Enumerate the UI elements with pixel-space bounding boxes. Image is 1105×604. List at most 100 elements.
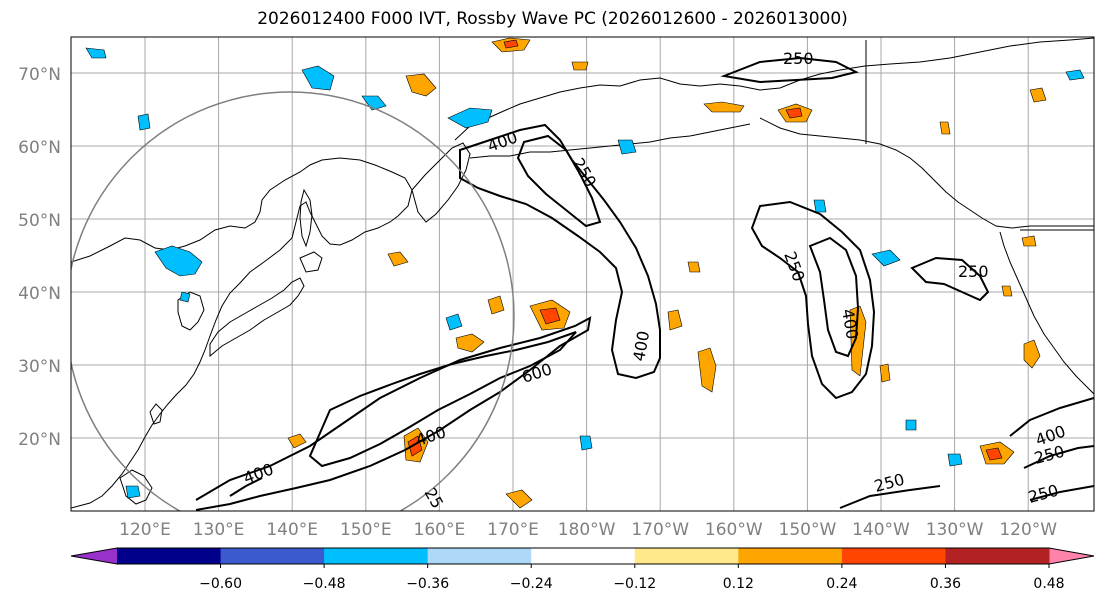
blue-patch xyxy=(447,107,493,129)
contour-label: 250 xyxy=(958,262,989,281)
colorbar-segment xyxy=(427,548,532,564)
contour-jet-outer xyxy=(195,316,592,511)
map-title: 2026012400 F000 IVT, Rossby Wave PC (202… xyxy=(257,9,848,29)
colorbar-segment xyxy=(738,548,843,564)
colorbar-segment xyxy=(324,548,429,564)
contour-inner-north xyxy=(516,134,602,228)
orange-patch xyxy=(1029,87,1047,103)
blue-patch xyxy=(1065,69,1085,81)
contour-alaska xyxy=(720,56,859,84)
orange-patch xyxy=(939,121,951,135)
longitude-label: 170°W xyxy=(631,520,689,540)
red-patch xyxy=(785,107,803,119)
latitude-label: 40°N xyxy=(18,284,61,304)
contour-sw xyxy=(229,477,263,497)
coast-sakhalin xyxy=(299,188,313,248)
orange-patch xyxy=(1001,285,1013,297)
orange-patch xyxy=(879,363,891,383)
colorbar-outline xyxy=(70,547,1095,565)
contour-south xyxy=(839,485,941,509)
contour-label: 250 xyxy=(783,49,814,68)
map-frame xyxy=(70,36,1095,512)
colorbar-segment xyxy=(945,548,1050,564)
contour-east-inner xyxy=(808,236,860,358)
coast-alaska xyxy=(454,37,1094,141)
orange-patch xyxy=(1021,235,1037,247)
colorbar-segment xyxy=(117,548,222,564)
red-patch xyxy=(539,307,561,325)
orange-patch xyxy=(487,295,505,315)
coast-taiwan xyxy=(149,403,163,425)
contour-jet-inner xyxy=(308,331,577,468)
colorbar-tick-label: −0.12 xyxy=(613,576,656,592)
longitude-label: 130°W xyxy=(926,520,984,540)
longitude-label: 160°E xyxy=(414,520,466,540)
blue-patch xyxy=(445,313,463,331)
red-patch xyxy=(985,447,1003,461)
coast-korea xyxy=(177,291,205,331)
blue-patch xyxy=(947,453,963,467)
longitude-label: 120°W xyxy=(999,520,1057,540)
longitude-labels: 120°E 130°E 140°E 150°E 160°E 170°E 180°W 170°W… xyxy=(119,520,1057,540)
longitude-label: 180°W xyxy=(558,520,616,540)
contour-se-3 xyxy=(1029,485,1094,501)
blue-patch xyxy=(579,435,593,451)
colorbar-extend-high xyxy=(1049,548,1094,564)
border-us-canada xyxy=(865,40,1094,231)
orange-patch xyxy=(667,309,683,331)
blue-patch xyxy=(125,485,141,499)
blue-patch xyxy=(617,139,637,155)
latitude-label: 30°N xyxy=(18,357,61,377)
latitude-label: 70°N xyxy=(18,65,61,85)
blue-patch xyxy=(154,245,203,277)
orange-patch xyxy=(1023,339,1041,369)
positive-patches xyxy=(287,37,1047,509)
coast-japan xyxy=(209,277,305,358)
blue-patch xyxy=(301,65,335,91)
longitude-label: 140°W xyxy=(852,520,910,540)
latitude-labels: 70°N 60°N 50°N 40°N 30°N 20°N xyxy=(18,65,61,450)
coastlines xyxy=(71,37,1094,509)
blue-patch xyxy=(871,249,901,267)
coast-asia xyxy=(71,157,413,509)
contour-east xyxy=(750,200,876,400)
blue-patch xyxy=(137,113,151,131)
colorbar-tick-label: 0.48 xyxy=(1033,576,1064,592)
latitude-label: 60°N xyxy=(18,138,61,158)
colorbar-tick-label: −0.24 xyxy=(510,576,553,592)
colorbar-tick-label: 0.12 xyxy=(723,576,754,592)
contour-se-1 xyxy=(1009,397,1094,437)
blue-patch xyxy=(905,419,917,431)
latitude-label: 50°N xyxy=(18,211,61,231)
coast-aleutians xyxy=(469,123,751,159)
longitude-label: 150°E xyxy=(340,520,392,540)
orange-patch xyxy=(505,489,533,509)
longitude-label: 170°E xyxy=(487,520,539,540)
coast-na-west xyxy=(999,231,1094,395)
analysis-circle xyxy=(71,91,515,511)
colorbar-tick-label: −0.48 xyxy=(303,576,346,592)
orange-patch xyxy=(703,101,745,113)
colorbar: −0.60 −0.48 −0.36 −0.24 −0.12 0.12 0.24 0.36 0.4… xyxy=(70,547,1095,592)
colorbar-segment xyxy=(531,548,636,564)
blue-patch xyxy=(361,95,387,111)
orange-patch xyxy=(687,261,701,273)
longitude-label: 140°E xyxy=(266,520,318,540)
orange-patch xyxy=(571,61,589,71)
colorbar-tick-label: 0.24 xyxy=(826,576,857,592)
longitude-label: 150°W xyxy=(779,520,837,540)
colorbar-extend-low xyxy=(71,548,117,564)
colorbar-segment xyxy=(220,548,325,564)
blue-patch xyxy=(813,199,827,213)
longitude-label: 120°E xyxy=(119,520,171,540)
blue-patch xyxy=(179,291,191,303)
orange-patch xyxy=(455,333,485,353)
contour-ne xyxy=(910,256,990,302)
coast-gulf-alaska xyxy=(759,117,1094,229)
orange-patch xyxy=(697,347,717,393)
orange-patch xyxy=(287,433,307,449)
colorbar-tick-label: −0.60 xyxy=(199,576,242,592)
coast-hokkaido xyxy=(299,251,323,273)
colorbar-segment xyxy=(634,548,739,564)
